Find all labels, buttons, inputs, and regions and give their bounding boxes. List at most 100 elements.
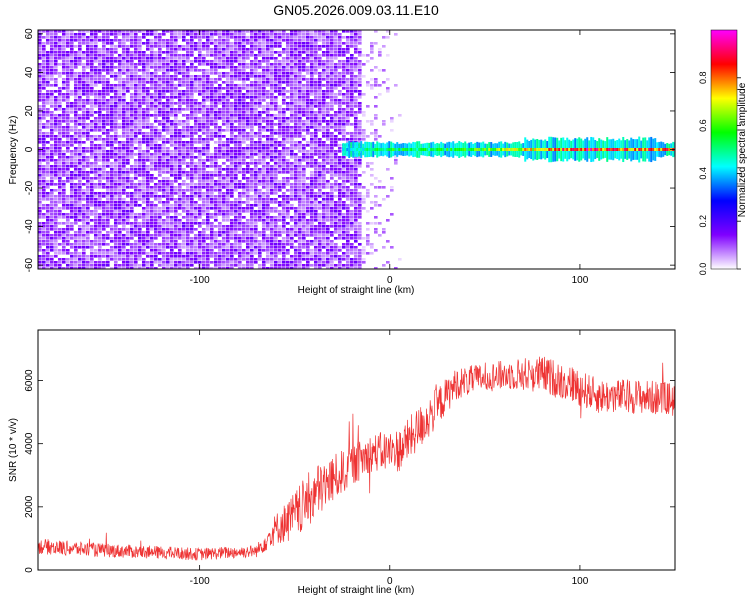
heatmap-cell <box>150 84 154 87</box>
heatmap-cell <box>250 225 254 228</box>
heatmap-cell <box>174 66 178 69</box>
heatmap-cell <box>138 39 142 42</box>
heatmap-cell <box>114 180 118 183</box>
heatmap-cell <box>290 69 294 72</box>
heatmap-cell <box>122 183 126 186</box>
heatmap-cell <box>174 138 178 141</box>
heatmap-cell <box>110 90 114 93</box>
heatmap-cell <box>302 219 306 222</box>
heatmap-cell <box>70 180 74 183</box>
heatmap-cell <box>190 84 194 87</box>
heatmap-cell <box>122 48 126 51</box>
heatmap-cell <box>202 177 206 180</box>
heatmap-cell <box>302 33 306 36</box>
heatmap-cell <box>282 198 286 201</box>
heatmap-cell <box>122 237 126 240</box>
heatmap-cell <box>174 228 178 231</box>
heatmap-cell <box>38 213 42 216</box>
heatmap-cell <box>282 159 286 162</box>
heatmap-cell <box>78 198 82 201</box>
heatmap-cell <box>142 261 146 264</box>
heatmap-cell <box>202 252 206 255</box>
heatmap-cell <box>58 252 62 255</box>
heatmap-cell <box>130 180 134 183</box>
heatmap-cell <box>42 192 46 195</box>
heatmap-cell <box>310 111 314 114</box>
heatmap-cell <box>302 150 306 153</box>
heatmap-cell <box>158 108 162 111</box>
heatmap-cell <box>258 144 262 147</box>
heatmap-cell <box>102 156 106 159</box>
heatmap-cell <box>38 42 42 45</box>
heatmap-cell <box>50 189 54 192</box>
heatmap-cell <box>258 78 262 81</box>
heatmap-cell <box>266 162 270 165</box>
heatmap-cell <box>226 234 230 237</box>
heatmap-cell <box>182 99 186 102</box>
heatmap-cell <box>298 186 302 189</box>
heatmap-cell <box>262 261 266 264</box>
heatmap-cell <box>170 183 174 186</box>
heatmap-cell <box>230 93 234 96</box>
heatmap-cell <box>266 69 270 72</box>
heatmap-cell <box>178 66 182 69</box>
heatmap-cell <box>78 57 82 60</box>
heatmap-cell <box>262 75 266 78</box>
heatmap-cell <box>258 33 262 36</box>
heatmap-cell <box>130 237 134 240</box>
heatmap-cell <box>214 30 218 33</box>
heatmap-cell <box>254 171 258 174</box>
heatmap-cell <box>166 264 170 267</box>
heatmap-cell <box>202 144 206 147</box>
heatmap-cell <box>82 150 86 153</box>
heatmap-cell <box>202 141 206 144</box>
heatmap-cell <box>102 60 106 63</box>
heatmap-cell <box>226 150 230 153</box>
heatmap-cell <box>122 33 126 36</box>
heatmap-cell <box>46 225 50 228</box>
heatmap-cell <box>186 228 190 231</box>
heatmap-cell <box>130 81 134 84</box>
heatmap-cell <box>38 174 42 177</box>
heatmap-cell <box>194 219 198 222</box>
heatmap-cell <box>266 198 270 201</box>
heatmap-cell <box>66 204 70 207</box>
heatmap-cell <box>118 96 122 99</box>
heatmap-cell <box>130 171 134 174</box>
heatmap-cell <box>54 249 58 252</box>
heatmap-cell <box>162 201 166 204</box>
heatmap-cell <box>178 213 182 216</box>
heatmap-cell <box>154 114 158 117</box>
heatmap-cell <box>314 255 318 258</box>
heatmap-cell <box>202 255 206 258</box>
heatmap-cell <box>198 255 202 258</box>
heatmap-cell <box>210 33 214 36</box>
heatmap-cell <box>122 234 126 237</box>
heatmap-cell <box>102 204 106 207</box>
heatmap-cell <box>306 42 310 45</box>
heatmap-cell <box>294 60 298 63</box>
heatmap-cell <box>274 90 278 93</box>
heatmap-cell <box>182 33 186 36</box>
heatmap-cell <box>66 81 70 84</box>
heatmap-cell <box>82 36 86 39</box>
heatmap-cell <box>210 153 214 156</box>
heatmap-cell <box>274 237 278 240</box>
heatmap-cell <box>126 159 130 162</box>
heatmap-cell <box>142 87 146 90</box>
heatmap-cell <box>310 117 314 120</box>
heatmap-cell <box>266 120 270 123</box>
heatmap-cell <box>222 180 226 183</box>
heatmap-cell <box>114 165 118 168</box>
heatmap-cell <box>222 225 226 228</box>
heatmap-cell <box>238 108 242 111</box>
heatmap-cell <box>174 192 178 195</box>
heatmap-cell <box>118 141 122 144</box>
heatmap-cell <box>138 81 142 84</box>
heatmap-cell <box>54 267 58 269</box>
heatmap-cell <box>290 171 294 174</box>
heatmap-cell <box>282 204 286 207</box>
heatmap-cell <box>314 150 318 153</box>
heatmap-cell <box>50 183 54 186</box>
heatmap-cell <box>314 204 318 207</box>
